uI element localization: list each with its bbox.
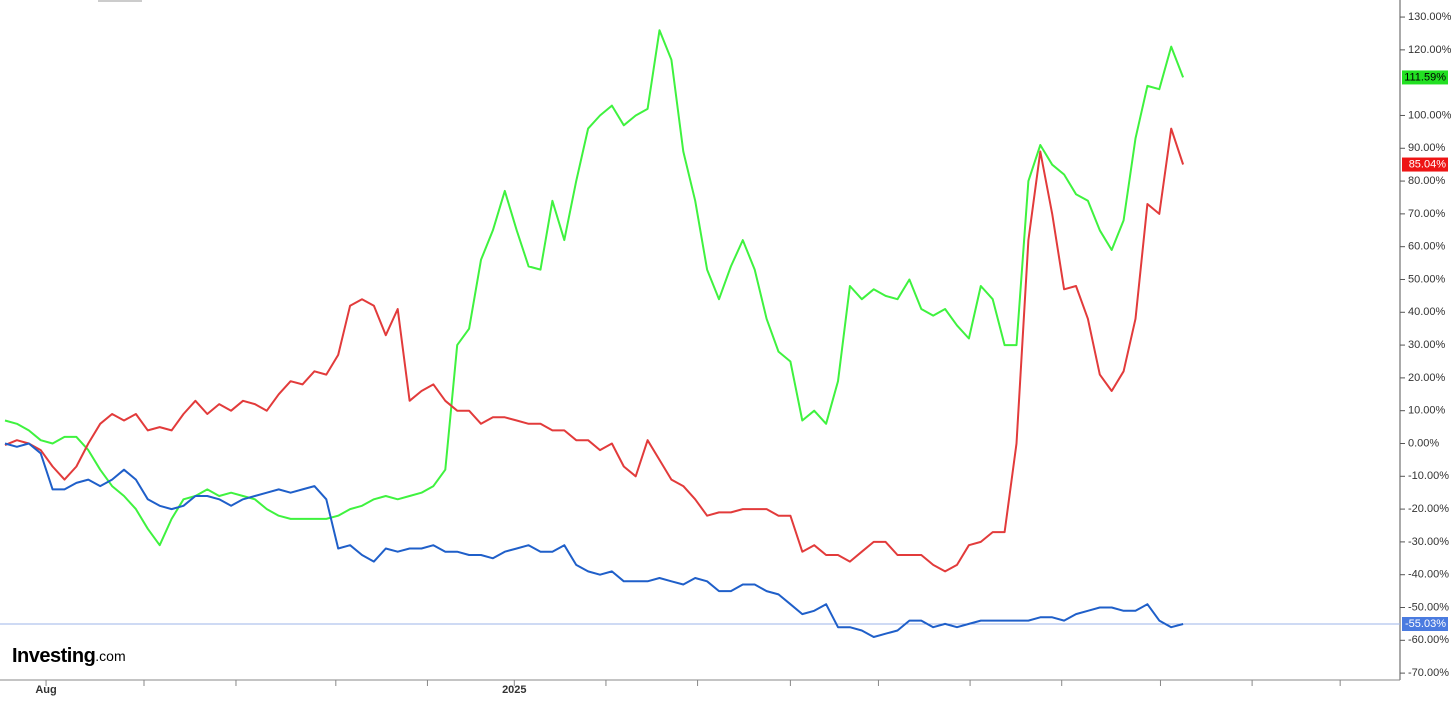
y-tick-label: 50.00% — [1408, 273, 1446, 285]
y-tick-label: 0.00% — [1408, 437, 1439, 449]
end-label-box — [1402, 157, 1448, 172]
y-tick-label: -40.00% — [1408, 569, 1449, 581]
y-tick-label: 60.00% — [1408, 241, 1446, 253]
y-tick-label: 20.00% — [1408, 372, 1446, 384]
y-tick-label: -20.00% — [1408, 503, 1449, 515]
y-tick-label: 30.00% — [1408, 339, 1446, 351]
y-tick-label: 120.00% — [1408, 44, 1452, 56]
end-label: 85.04% — [1409, 158, 1447, 170]
y-tick-label: 100.00% — [1408, 109, 1452, 121]
series-line — [4, 127, 1185, 573]
watermark-suffix: .com — [95, 648, 125, 664]
y-tick-label: -60.00% — [1408, 634, 1449, 646]
y-tick-label: -30.00% — [1408, 536, 1449, 548]
y-tick-label: 90.00% — [1408, 142, 1446, 154]
end-label-box — [1402, 617, 1448, 632]
y-tick-label: -70.00% — [1408, 667, 1449, 679]
end-label: -55.03% — [1405, 618, 1446, 630]
series-line — [4, 442, 1184, 638]
y-tick-label: 130.00% — [1408, 11, 1452, 23]
end-label-box — [1402, 70, 1448, 85]
end-label: 111.59% — [1404, 71, 1446, 83]
y-tick-label: -10.00% — [1408, 470, 1449, 482]
y-tick-label: 10.00% — [1408, 405, 1446, 417]
series-line — [4, 29, 1185, 547]
toolbar-stub — [98, 0, 142, 2]
y-tick-label: 80.00% — [1408, 175, 1446, 187]
x-tick-label: 2025 — [502, 684, 526, 696]
y-tick-label: -50.00% — [1408, 601, 1449, 613]
x-tick-label: Aug — [35, 684, 56, 696]
y-tick-label: 70.00% — [1408, 208, 1446, 220]
watermark-brand: Investing — [12, 645, 95, 667]
watermark: Investing.com — [12, 645, 126, 667]
y-tick-label: 40.00% — [1408, 306, 1446, 318]
